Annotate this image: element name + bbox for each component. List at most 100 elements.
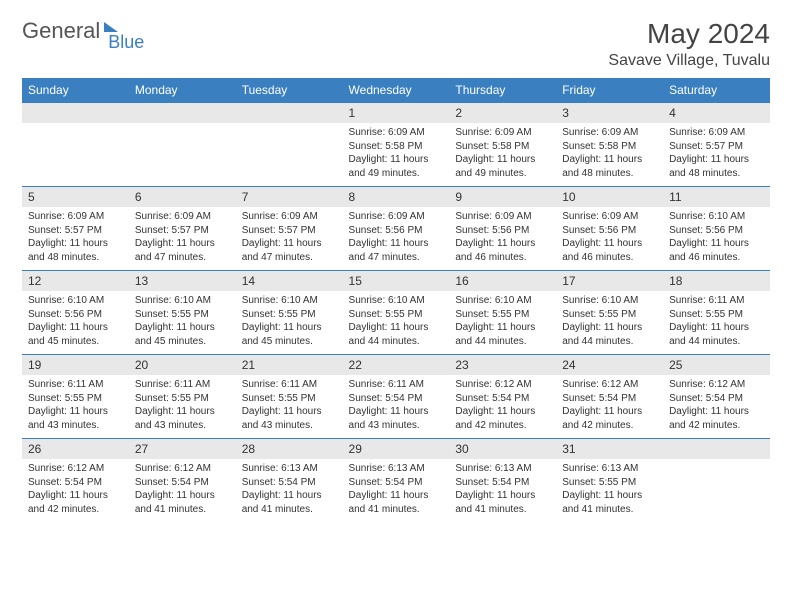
day-body: Sunrise: 6:11 AMSunset: 5:55 PMDaylight:…	[236, 375, 343, 438]
day-cell: 17Sunrise: 6:10 AMSunset: 5:55 PMDayligh…	[556, 271, 663, 355]
day-line: Sunset: 5:57 PM	[28, 224, 123, 238]
day-number: 31	[556, 439, 663, 459]
day-line: Daylight: 11 hours and 46 minutes.	[455, 237, 550, 264]
day-cell: 7Sunrise: 6:09 AMSunset: 5:57 PMDaylight…	[236, 187, 343, 271]
day-line: Sunset: 5:55 PM	[242, 308, 337, 322]
day-body: Sunrise: 6:11 AMSunset: 5:55 PMDaylight:…	[129, 375, 236, 438]
day-number: 10	[556, 187, 663, 207]
day-cell: 24Sunrise: 6:12 AMSunset: 5:54 PMDayligh…	[556, 355, 663, 439]
day-cell: 6Sunrise: 6:09 AMSunset: 5:57 PMDaylight…	[129, 187, 236, 271]
day-line: Daylight: 11 hours and 42 minutes.	[562, 405, 657, 432]
day-line: Daylight: 11 hours and 41 minutes.	[135, 489, 230, 516]
day-line: Sunset: 5:54 PM	[242, 476, 337, 490]
day-line: Daylight: 11 hours and 41 minutes.	[242, 489, 337, 516]
day-line: Sunrise: 6:09 AM	[28, 210, 123, 224]
calendar-table: Sunday Monday Tuesday Wednesday Thursday…	[22, 78, 770, 522]
day-line: Sunrise: 6:10 AM	[349, 294, 444, 308]
day-number: 16	[449, 271, 556, 291]
day-cell: 10Sunrise: 6:09 AMSunset: 5:56 PMDayligh…	[556, 187, 663, 271]
day-line: Daylight: 11 hours and 41 minutes.	[562, 489, 657, 516]
day-body: Sunrise: 6:11 AMSunset: 5:55 PMDaylight:…	[22, 375, 129, 438]
day-number	[663, 439, 770, 459]
day-line: Daylight: 11 hours and 48 minutes.	[669, 153, 764, 180]
day-line: Sunrise: 6:13 AM	[349, 462, 444, 476]
day-line: Sunset: 5:58 PM	[349, 140, 444, 154]
day-line: Sunset: 5:55 PM	[455, 308, 550, 322]
logo-word1: General	[22, 18, 100, 44]
day-line: Sunrise: 6:12 AM	[135, 462, 230, 476]
day-number: 26	[22, 439, 129, 459]
day-line: Sunset: 5:56 PM	[349, 224, 444, 238]
day-line: Daylight: 11 hours and 45 minutes.	[135, 321, 230, 348]
day-number: 11	[663, 187, 770, 207]
day-line: Sunset: 5:58 PM	[562, 140, 657, 154]
day-number: 6	[129, 187, 236, 207]
day-body: Sunrise: 6:12 AMSunset: 5:54 PMDaylight:…	[22, 459, 129, 522]
day-cell: 29Sunrise: 6:13 AMSunset: 5:54 PMDayligh…	[343, 439, 450, 523]
day-number: 9	[449, 187, 556, 207]
day-cell: 20Sunrise: 6:11 AMSunset: 5:55 PMDayligh…	[129, 355, 236, 439]
day-line: Sunrise: 6:11 AM	[349, 378, 444, 392]
day-body: Sunrise: 6:13 AMSunset: 5:54 PMDaylight:…	[236, 459, 343, 522]
day-body: Sunrise: 6:12 AMSunset: 5:54 PMDaylight:…	[663, 375, 770, 438]
day-cell: 3Sunrise: 6:09 AMSunset: 5:58 PMDaylight…	[556, 103, 663, 187]
day-line: Sunset: 5:54 PM	[455, 476, 550, 490]
logo-word2: Blue	[108, 32, 144, 53]
day-number: 2	[449, 103, 556, 123]
day-body: Sunrise: 6:09 AMSunset: 5:56 PMDaylight:…	[556, 207, 663, 270]
day-cell	[22, 103, 129, 187]
day-cell: 16Sunrise: 6:10 AMSunset: 5:55 PMDayligh…	[449, 271, 556, 355]
day-number: 3	[556, 103, 663, 123]
day-line: Sunset: 5:56 PM	[669, 224, 764, 238]
day-cell: 13Sunrise: 6:10 AMSunset: 5:55 PMDayligh…	[129, 271, 236, 355]
day-line: Daylight: 11 hours and 45 minutes.	[28, 321, 123, 348]
day-body: Sunrise: 6:13 AMSunset: 5:55 PMDaylight:…	[556, 459, 663, 522]
day-number: 27	[129, 439, 236, 459]
day-number: 23	[449, 355, 556, 375]
day-line: Sunrise: 6:11 AM	[28, 378, 123, 392]
day-line: Sunrise: 6:11 AM	[242, 378, 337, 392]
day-body: Sunrise: 6:09 AMSunset: 5:57 PMDaylight:…	[22, 207, 129, 270]
day-line: Daylight: 11 hours and 48 minutes.	[562, 153, 657, 180]
day-number: 13	[129, 271, 236, 291]
day-line: Sunrise: 6:11 AM	[669, 294, 764, 308]
day-number: 22	[343, 355, 450, 375]
day-body: Sunrise: 6:09 AMSunset: 5:57 PMDaylight:…	[236, 207, 343, 270]
day-line: Sunrise: 6:09 AM	[349, 210, 444, 224]
day-line: Sunrise: 6:11 AM	[135, 378, 230, 392]
day-cell: 30Sunrise: 6:13 AMSunset: 5:54 PMDayligh…	[449, 439, 556, 523]
day-line: Daylight: 11 hours and 41 minutes.	[349, 489, 444, 516]
day-number	[22, 103, 129, 123]
day-cell	[129, 103, 236, 187]
day-line: Daylight: 11 hours and 43 minutes.	[349, 405, 444, 432]
day-line: Sunrise: 6:09 AM	[562, 126, 657, 140]
day-line: Sunrise: 6:09 AM	[455, 210, 550, 224]
day-line: Sunset: 5:55 PM	[562, 308, 657, 322]
day-number: 15	[343, 271, 450, 291]
day-line: Sunrise: 6:10 AM	[669, 210, 764, 224]
day-line: Sunrise: 6:13 AM	[455, 462, 550, 476]
day-line: Sunrise: 6:10 AM	[455, 294, 550, 308]
day-line: Sunset: 5:55 PM	[135, 392, 230, 406]
day-line: Sunset: 5:56 PM	[562, 224, 657, 238]
day-line: Sunrise: 6:09 AM	[669, 126, 764, 140]
day-line: Sunrise: 6:09 AM	[349, 126, 444, 140]
day-line: Sunset: 5:56 PM	[28, 308, 123, 322]
day-cell: 18Sunrise: 6:11 AMSunset: 5:55 PMDayligh…	[663, 271, 770, 355]
day-number: 4	[663, 103, 770, 123]
day-header: Tuesday	[236, 78, 343, 103]
day-line: Daylight: 11 hours and 47 minutes.	[349, 237, 444, 264]
day-body: Sunrise: 6:09 AMSunset: 5:58 PMDaylight:…	[556, 123, 663, 186]
day-line: Daylight: 11 hours and 43 minutes.	[242, 405, 337, 432]
day-cell: 12Sunrise: 6:10 AMSunset: 5:56 PMDayligh…	[22, 271, 129, 355]
day-header-row: Sunday Monday Tuesday Wednesday Thursday…	[22, 78, 770, 103]
day-cell: 9Sunrise: 6:09 AMSunset: 5:56 PMDaylight…	[449, 187, 556, 271]
day-line: Daylight: 11 hours and 48 minutes.	[28, 237, 123, 264]
day-number: 8	[343, 187, 450, 207]
day-number: 5	[22, 187, 129, 207]
day-line: Sunset: 5:57 PM	[135, 224, 230, 238]
day-cell: 19Sunrise: 6:11 AMSunset: 5:55 PMDayligh…	[22, 355, 129, 439]
day-body: Sunrise: 6:13 AMSunset: 5:54 PMDaylight:…	[449, 459, 556, 522]
day-body: Sunrise: 6:12 AMSunset: 5:54 PMDaylight:…	[129, 459, 236, 522]
day-line: Daylight: 11 hours and 45 minutes.	[242, 321, 337, 348]
